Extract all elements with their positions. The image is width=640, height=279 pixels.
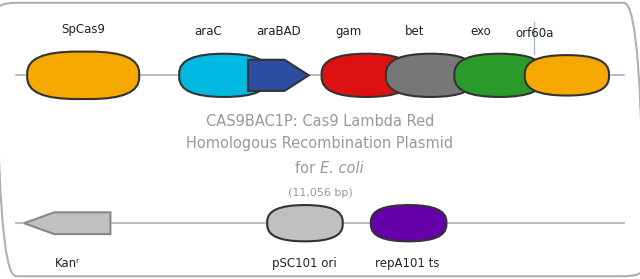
Polygon shape [24,212,110,234]
Text: pSC101 ori: pSC101 ori [271,257,337,270]
Text: repA101 ts: repA101 ts [376,257,440,270]
Text: SpCas9: SpCas9 [61,23,105,36]
Text: gam: gam [335,25,362,38]
Text: exo: exo [470,25,491,38]
Polygon shape [248,60,309,91]
Text: (11,056 bp): (11,056 bp) [287,187,353,198]
FancyBboxPatch shape [268,205,343,241]
FancyBboxPatch shape [322,54,412,97]
Text: CAS9BAC1P: Cas9 Lambda Red: CAS9BAC1P: Cas9 Lambda Red [206,114,434,129]
FancyBboxPatch shape [454,54,545,97]
FancyBboxPatch shape [28,52,140,99]
FancyBboxPatch shape [525,55,609,95]
Text: orf60a: orf60a [515,27,554,40]
Text: E. coli: E. coli [320,161,364,176]
Text: bet: bet [405,25,424,38]
Text: araC: araC [194,25,222,38]
FancyBboxPatch shape [371,205,447,241]
Text: Kanʳ: Kanʳ [54,257,80,270]
Text: Homologous Recombination Plasmid: Homologous Recombination Plasmid [186,136,454,151]
Text: for: for [295,161,320,176]
FancyBboxPatch shape [179,54,269,97]
FancyBboxPatch shape [386,54,476,97]
Text: araBAD: araBAD [256,25,301,38]
